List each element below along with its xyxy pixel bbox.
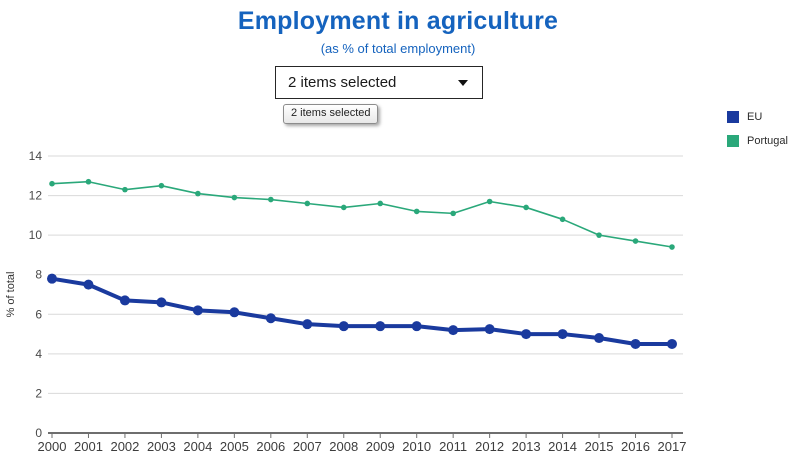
y-tick-label: 0: [35, 426, 42, 440]
eu-point-2016[interactable]: [630, 338, 641, 349]
y-tick-label: 14: [29, 149, 43, 163]
portugal-line: [51, 180, 673, 248]
portugal-point-2003[interactable]: [158, 182, 165, 189]
x-tick-label: 2000: [38, 439, 67, 454]
x-tick-label: 2017: [658, 439, 687, 454]
legend: EU Portugal: [727, 111, 788, 159]
eu-point-2008[interactable]: [338, 321, 349, 332]
x-tick-label: 2007: [293, 439, 322, 454]
legend-label-portugal: Portugal: [747, 135, 788, 147]
x-tick-label: 2011: [439, 439, 467, 454]
portugal-color-swatch-icon: [727, 135, 739, 147]
items-dropdown[interactable]: 2 items selected: [275, 66, 483, 99]
x-tick-label: 2003: [147, 439, 176, 454]
eu-point-2012[interactable]: [484, 324, 495, 335]
x-tick-label: 2001: [74, 439, 103, 454]
x-tick-label: 2009: [366, 439, 395, 454]
portugal-point-2002[interactable]: [122, 186, 128, 193]
y-axis-title: % of total: [5, 272, 17, 318]
eu-point-2017[interactable]: [666, 338, 677, 349]
portugal-point-2010[interactable]: [413, 208, 420, 215]
portugal-point-2014[interactable]: [559, 216, 566, 223]
eu-point-2006[interactable]: [265, 313, 276, 324]
x-tick-label: 2006: [256, 439, 285, 454]
eu-point-2002[interactable]: [119, 295, 130, 306]
portugal-point-2015[interactable]: [596, 232, 602, 238]
portugal-point-2001[interactable]: [85, 178, 92, 185]
eu-point-2003[interactable]: [156, 297, 167, 308]
eu-point-2009[interactable]: [375, 321, 386, 332]
eu-line: [50, 276, 674, 346]
eu-point-2010[interactable]: [411, 321, 422, 332]
y-tick-label: 2: [35, 386, 42, 400]
y-tick-label: 8: [35, 268, 42, 282]
x-tick-label: 2014: [548, 439, 577, 454]
x-tick-label: 2008: [329, 439, 358, 454]
eu-point-2015[interactable]: [594, 333, 605, 344]
portugal-point-2008[interactable]: [340, 204, 347, 211]
page-title: Employment in agriculture: [237, 7, 559, 35]
legend-item-portugal[interactable]: Portugal: [727, 135, 788, 147]
eu-point-2011[interactable]: [448, 325, 459, 336]
legend-item-eu[interactable]: EU: [727, 111, 788, 123]
portugal-point-2007[interactable]: [304, 200, 311, 207]
y-tick-label: 10: [29, 228, 43, 242]
x-tick-label: 2016: [621, 439, 650, 454]
portugal-point-2016[interactable]: [632, 238, 639, 244]
eu-point-2005[interactable]: [229, 307, 240, 318]
eu-point-2014[interactable]: [557, 329, 568, 340]
chevron-down-icon: [458, 79, 468, 86]
x-tick-label: 2013: [512, 439, 541, 454]
x-tick-label: 2012: [475, 439, 504, 454]
x-tick-label: 2002: [110, 439, 139, 454]
y-tick-label: 4: [35, 347, 42, 361]
legend-label-eu: EU: [747, 111, 763, 123]
portugal-point-2012[interactable]: [486, 198, 493, 205]
portugal-point-2000[interactable]: [49, 180, 55, 187]
x-tick-label: 2004: [183, 439, 212, 454]
page-subtitle: (as % of total employment): [320, 41, 476, 56]
portugal-point-2006[interactable]: [268, 196, 274, 203]
eu-point-2013[interactable]: [521, 329, 532, 340]
y-tick-label: 12: [29, 189, 43, 203]
portugal-point-2011[interactable]: [450, 210, 456, 217]
x-tick-label: 2015: [585, 439, 614, 454]
dropdown-tooltip: 2 items selected: [283, 104, 379, 124]
dropdown-value-label: 2 items selected: [288, 74, 397, 91]
eu-point-2001[interactable]: [83, 279, 94, 290]
portugal-point-2004[interactable]: [195, 190, 201, 197]
eu-point-2007[interactable]: [302, 319, 313, 330]
eu-point-2004[interactable]: [192, 305, 203, 316]
portugal-point-2005[interactable]: [231, 194, 238, 201]
x-tick-label: 2010: [402, 439, 431, 454]
portugal-point-2009[interactable]: [377, 200, 384, 207]
eu-color-swatch-icon: [727, 111, 739, 123]
eu-point-2000[interactable]: [47, 273, 57, 284]
x-tick-label: 2005: [220, 439, 249, 454]
portugal-point-2017[interactable]: [669, 244, 675, 250]
y-tick-label: 6: [35, 307, 42, 321]
portugal-point-2013[interactable]: [523, 204, 529, 211]
